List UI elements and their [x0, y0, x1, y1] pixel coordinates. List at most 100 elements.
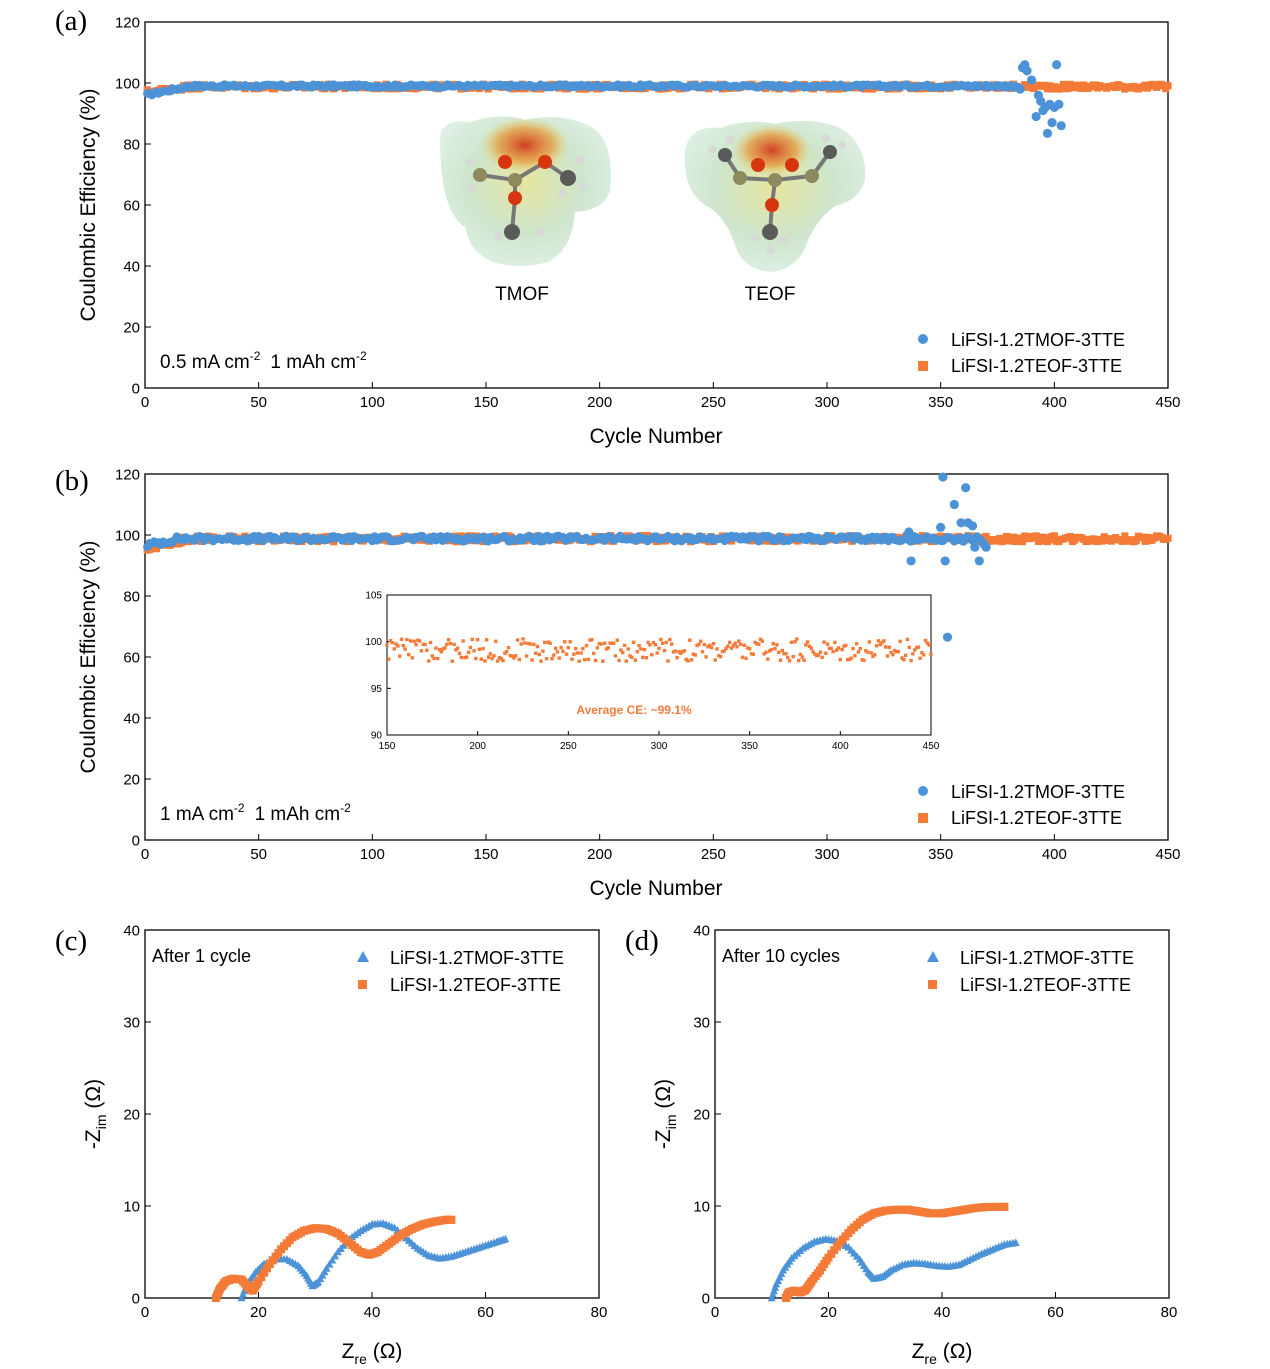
- y-tick-label: 80: [123, 136, 140, 153]
- inset-data-point: [595, 646, 600, 650]
- x-tick-label: 250: [560, 741, 577, 752]
- inset-data-point: [860, 658, 864, 662]
- inset-data-point: [508, 653, 513, 658]
- panel-b-ticks: 0 50 100 150 200 250 300 350 400 4500204060801001…: [115, 466, 1181, 863]
- inset-data-point: [392, 647, 396, 651]
- inset-data-point: [688, 638, 692, 642]
- data-point-tmof: [958, 536, 969, 546]
- inset-data-point: [735, 645, 739, 649]
- inset-data-point: [923, 638, 928, 643]
- inset-data-point: [791, 654, 795, 659]
- data-point-tmof: [1031, 111, 1041, 122]
- x-tick-label: 60: [1047, 1304, 1064, 1321]
- panel-a-x-axis-title: Cycle Number: [589, 425, 722, 448]
- inset-data-point: [704, 655, 708, 659]
- inset-data-point: [693, 653, 697, 657]
- inset-data-point: [858, 646, 862, 651]
- y-tick-label: 20: [123, 771, 140, 788]
- x-tick-label: 50: [250, 394, 267, 411]
- inset-data-point: [626, 647, 630, 651]
- inset-data-point: [871, 654, 875, 659]
- inset-data-point: [717, 653, 721, 658]
- inset-data-point: [582, 657, 587, 662]
- inset-data-point: [709, 645, 714, 650]
- inset-data-point: [499, 656, 503, 661]
- inset-average-ce: Average CE: ~99.1%: [576, 703, 692, 717]
- panel-c-title: After 1 cycle: [152, 946, 251, 966]
- data-point-tmof: [1011, 1238, 1020, 1246]
- inset-data-point: [535, 644, 540, 649]
- inset-data-point: [722, 649, 726, 653]
- inset-data-point: [911, 652, 915, 656]
- inset-data-point: [633, 658, 638, 662]
- inset-data-point: [555, 650, 560, 654]
- inset-data-point: [495, 659, 500, 663]
- data-point-teof: [1000, 537, 1008, 545]
- panel-b-label: (b): [55, 465, 89, 497]
- data-point-teof: [1059, 80, 1068, 89]
- data-point-tmof: [936, 522, 946, 532]
- data-point-teof: [263, 1264, 272, 1273]
- legend-marker-tmof: [918, 786, 928, 796]
- data-point-tmof: [938, 472, 948, 482]
- legend-marker-teof: [928, 980, 937, 989]
- inset-data-point: [706, 645, 710, 649]
- data-point-teof: [254, 1277, 263, 1286]
- inset-data-point: [813, 652, 817, 656]
- inset-data-point: [767, 649, 772, 653]
- inset-data-point: [481, 646, 485, 651]
- inset-data-point: [524, 654, 529, 658]
- molecule-teof-label: TEOF: [745, 284, 796, 305]
- inset-data-point: [637, 643, 641, 648]
- inset-data-point: [514, 654, 518, 658]
- inset-data-point: [835, 648, 839, 652]
- inset-data-point: [896, 649, 901, 654]
- inset-data-point: [427, 659, 431, 663]
- data-point-tmof: [940, 556, 950, 566]
- x-tick-label: 100: [360, 846, 385, 863]
- inset-data-point: [708, 643, 712, 648]
- legend-marker-tmof: [927, 951, 939, 962]
- inset-data-point: [515, 638, 520, 642]
- inset-data-point: [512, 656, 516, 660]
- inset-data-point: [800, 655, 804, 659]
- panel-b-outlier-points: [904, 472, 991, 642]
- inset-data-point: [503, 651, 507, 655]
- inset-data-point: [628, 654, 632, 658]
- inset-data-point: [648, 643, 652, 647]
- inset-data-point: [815, 653, 819, 658]
- inset-data-point: [619, 648, 623, 652]
- inset-data-point: [809, 646, 814, 651]
- legend-marker-teof: [358, 980, 367, 989]
- panel-a-legend: LiFSI-1.2TMOF-3TTE LiFSI-1.2TEOF-3TTE: [918, 330, 1125, 376]
- panel-c-points: [211, 1215, 510, 1302]
- inset-data-point: [532, 642, 536, 647]
- panel-a-y-axis-title: Coulombic Efficiency (%): [77, 88, 100, 321]
- inset-data-point: [577, 659, 581, 663]
- inset-data-point: [517, 657, 522, 662]
- data-point-teof: [1050, 532, 1058, 540]
- inset-data-point: [737, 639, 741, 643]
- inset-ticks: 150 200 250 300 350 400 450 90 95 100 105: [365, 591, 939, 753]
- data-point-teof: [1000, 1202, 1009, 1211]
- inset-data-point: [456, 646, 460, 650]
- inset-data-point: [644, 656, 649, 660]
- inset-data-point: [660, 641, 665, 646]
- inset-data-point: [869, 651, 873, 655]
- inset-data-point: [787, 659, 792, 663]
- legend-marker-tmof: [918, 334, 928, 344]
- inset-data-point: [445, 642, 449, 647]
- y-tick-label: 0: [132, 380, 140, 397]
- inset-data-point: [410, 656, 415, 660]
- inset-data-point: [432, 656, 436, 661]
- panel-b-inset: 150 200 250 300 350 400 450 90 95 100 105 Average …: [365, 591, 939, 753]
- panel-d-label: (d): [625, 925, 659, 957]
- inset-data-point: [894, 650, 899, 654]
- data-point-teof: [152, 545, 160, 553]
- inset-data-point: [650, 653, 654, 657]
- inset-data-point: [662, 648, 667, 653]
- inset-data-point: [533, 651, 538, 655]
- inset-data-point: [407, 652, 411, 657]
- inset-data-point: [664, 640, 668, 645]
- panel-c: (c) 0 20 40 60 80 0 10 20 30 40 After 1 cycle Zre…: [55, 922, 607, 1367]
